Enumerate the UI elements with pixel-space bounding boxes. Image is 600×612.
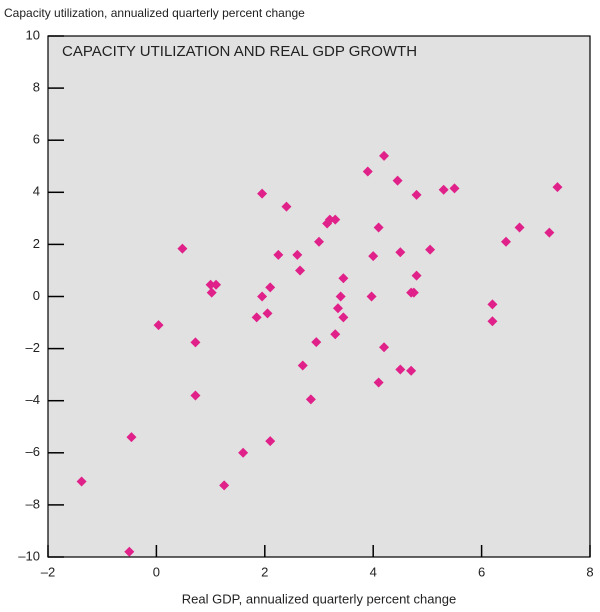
point xyxy=(487,299,498,310)
point xyxy=(257,188,268,199)
point xyxy=(395,247,406,258)
point xyxy=(362,166,373,177)
point xyxy=(190,390,201,401)
point xyxy=(335,291,346,302)
point xyxy=(265,282,276,293)
y-tick-label: 4 xyxy=(33,184,40,199)
point xyxy=(411,270,422,281)
point xyxy=(411,189,422,200)
point xyxy=(219,480,230,491)
chart-title: CAPACITY UTILIZATION AND REAL GDP GROWTH xyxy=(62,43,417,60)
point xyxy=(126,432,137,443)
point xyxy=(124,546,135,557)
point xyxy=(338,312,349,323)
y-tick-label: –4 xyxy=(26,392,40,407)
point xyxy=(379,150,390,161)
point xyxy=(338,273,349,284)
point xyxy=(297,360,308,371)
y-tick-label: –6 xyxy=(26,444,40,459)
point xyxy=(332,303,343,314)
point xyxy=(190,337,201,348)
x-tick-label: 6 xyxy=(478,564,485,579)
point xyxy=(406,365,417,376)
x-tick-label: –2 xyxy=(41,564,55,579)
point xyxy=(265,436,276,447)
point xyxy=(311,337,322,348)
y-axis-label: Capacity utilization, annualized quarter… xyxy=(4,6,305,20)
y-tick-label: –2 xyxy=(26,340,40,355)
point xyxy=(373,222,384,233)
point xyxy=(305,394,316,405)
point xyxy=(514,222,525,233)
point xyxy=(273,249,284,260)
point xyxy=(205,279,216,290)
y-tick-label: 8 xyxy=(33,80,40,95)
point xyxy=(379,342,390,353)
point xyxy=(295,265,306,276)
point xyxy=(368,251,379,262)
point xyxy=(330,214,341,225)
x-axis-label: Real GDP, annualized quarterly percent c… xyxy=(182,591,456,606)
point xyxy=(251,312,262,323)
point xyxy=(500,236,511,247)
point xyxy=(408,287,419,298)
point xyxy=(76,476,87,487)
point xyxy=(330,329,341,340)
y-tick-label: –10 xyxy=(18,548,40,563)
point xyxy=(392,175,403,186)
y-tick-label: 10 xyxy=(26,27,40,42)
point xyxy=(153,320,164,331)
point xyxy=(262,308,273,319)
y-tick-label: 6 xyxy=(33,132,40,147)
point xyxy=(487,316,498,327)
point xyxy=(206,287,217,298)
point xyxy=(292,249,303,260)
x-tick-label: 2 xyxy=(261,564,268,579)
y-tick-label: –8 xyxy=(26,496,40,511)
point xyxy=(552,182,563,193)
y-tick-label: 0 xyxy=(33,288,40,303)
x-tick-label: 8 xyxy=(586,564,593,579)
point xyxy=(281,201,292,212)
point xyxy=(257,291,268,302)
y-tick-label: 2 xyxy=(33,236,40,251)
x-tick-label: 4 xyxy=(370,564,377,579)
point xyxy=(366,291,377,302)
point xyxy=(373,377,384,388)
point xyxy=(211,279,222,290)
point xyxy=(177,243,188,254)
plot-area xyxy=(47,35,591,558)
point xyxy=(324,214,335,225)
point xyxy=(425,244,436,255)
point xyxy=(438,184,449,195)
x-tick-label: 0 xyxy=(153,564,160,579)
point xyxy=(395,364,406,375)
point xyxy=(238,447,249,458)
point xyxy=(314,236,324,247)
point xyxy=(449,183,460,194)
point xyxy=(544,227,555,238)
